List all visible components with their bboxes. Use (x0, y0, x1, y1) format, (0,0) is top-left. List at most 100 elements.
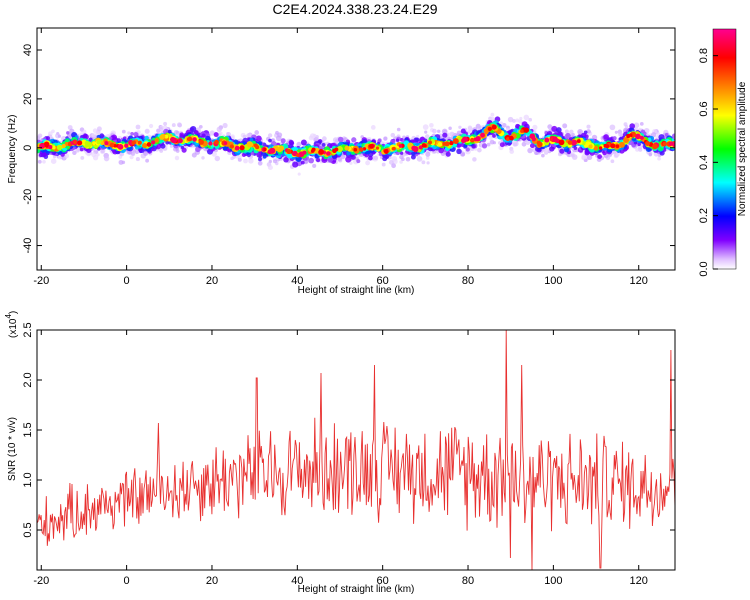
spectrum-cell (609, 124, 616, 131)
spectrum-cell (528, 117, 533, 122)
spectrum-cell (481, 143, 488, 149)
spectrum-cell (541, 153, 545, 158)
spectrum-cell (396, 127, 401, 132)
spectrum-cell (564, 142, 569, 147)
spectrum-cell (91, 133, 96, 138)
spectrum-cell (135, 157, 140, 162)
spectrum-cell (499, 142, 505, 148)
y-tick-label: 40 (22, 44, 34, 56)
spectrogram-panel: -20 0 20 40 60 80 100 120 -40 -20 0 20 40 Height of… (7, 27, 676, 296)
spectrum-cell (456, 148, 462, 155)
y-tick-label: 0 (22, 145, 34, 151)
x-tick-label: 60 (377, 275, 389, 287)
spectrum-cell (230, 156, 234, 161)
spectrum-cell (567, 140, 573, 145)
spectrum-cell (269, 147, 276, 154)
spectrogram-x-label: Height of straight line (km) (298, 285, 415, 296)
spectrum-cell (171, 123, 176, 128)
x-tick-label: 0 (124, 575, 130, 587)
spectrum-cell (311, 147, 316, 152)
spectrum-cell (46, 136, 50, 141)
spectrum-cell (422, 124, 429, 130)
spectrum-cell (444, 141, 450, 147)
spectrum-cell (373, 155, 379, 161)
spectrum-cell (315, 157, 321, 163)
spectrum-cell (365, 160, 371, 166)
y-tick-label: 1.0 (22, 472, 34, 487)
spectrum-cell (298, 151, 305, 158)
spectrum-cell (340, 154, 346, 160)
spectrum-cell (80, 155, 85, 160)
spectrum-cell (250, 151, 255, 156)
spectrum-cell (171, 137, 177, 144)
colorbar-tick-label: 0.8 (698, 48, 710, 63)
spectrum-cell (91, 152, 97, 158)
spectrum-cell (37, 133, 43, 138)
spectrum-cell (346, 150, 351, 156)
spectrum-cell (336, 145, 343, 153)
spectrum-cell (598, 146, 603, 150)
spectrum-cell (129, 155, 134, 160)
spectrum-cell (239, 145, 245, 151)
spectrum-cell (425, 156, 430, 160)
spectrum-cell (255, 144, 260, 150)
spectrum-cell (629, 123, 636, 129)
spectrum-cell (359, 147, 364, 152)
spectrum-cell (111, 134, 118, 141)
spectrum-cell (222, 122, 228, 129)
spectrum-cell (100, 149, 105, 154)
spectrum-cell (564, 129, 569, 134)
spectrum-cell (263, 147, 267, 151)
spectrum-cell (519, 116, 523, 120)
spectrum-cell (300, 160, 305, 165)
spectrum-cell (410, 154, 416, 160)
spectrum-cell (525, 140, 531, 145)
spectrum-cell (383, 136, 388, 141)
spectrum-cell (429, 122, 434, 128)
spectrum-cell (82, 129, 87, 134)
spectrum-cell (48, 144, 53, 150)
snr-multiplier-base: (x10 (8, 318, 19, 338)
spectrum-cell (135, 124, 141, 130)
spectrum-cell (198, 124, 203, 129)
spectrum-cell (418, 145, 423, 150)
x-tick-label: 40 (291, 575, 303, 587)
spectrum-cell (297, 172, 301, 176)
spectrum-cell (492, 141, 497, 145)
spectrum-cell (174, 155, 180, 161)
spectrum-cell (612, 150, 616, 154)
spectrum-cell (421, 160, 426, 165)
spectrum-cell (177, 123, 183, 128)
spectrum-cell (100, 141, 105, 146)
spectrum-cell (490, 112, 495, 117)
spectrum-cell (230, 134, 235, 139)
spectrum-cell (427, 140, 433, 145)
spectrum-cell (108, 136, 113, 140)
spectrum-cell (458, 125, 462, 129)
spectrum-cell (639, 135, 644, 140)
spectrum-cell (57, 134, 62, 138)
snr-series-line (37, 330, 675, 570)
spectrum-cell (77, 140, 83, 146)
spectrum-cell (390, 132, 396, 138)
spectrum-cell (448, 126, 452, 131)
snr-y-label: SNR (10 * v/v) (7, 417, 18, 481)
spectrum-cell (555, 127, 562, 133)
spectrum-cell (416, 134, 420, 139)
spectrum-cell (571, 153, 575, 158)
colorbar-tick-label: 0.6 (698, 101, 710, 116)
spectrum-cell (565, 132, 571, 139)
spectrum-cell (214, 139, 219, 145)
spectrum-cell (308, 157, 315, 164)
spectrum-cell (521, 141, 527, 147)
spectrum-cell (412, 146, 419, 153)
spectrum-cell (544, 137, 550, 143)
spectrum-cell (149, 123, 154, 129)
spectrum-cell (334, 147, 339, 152)
spectrum-cell (267, 164, 273, 171)
spectrum-cell (51, 145, 56, 150)
spectrum-cell (142, 143, 148, 149)
spectrum-cell (508, 135, 514, 141)
spectrum-cell (208, 141, 213, 146)
spectrum-cell (337, 136, 344, 143)
